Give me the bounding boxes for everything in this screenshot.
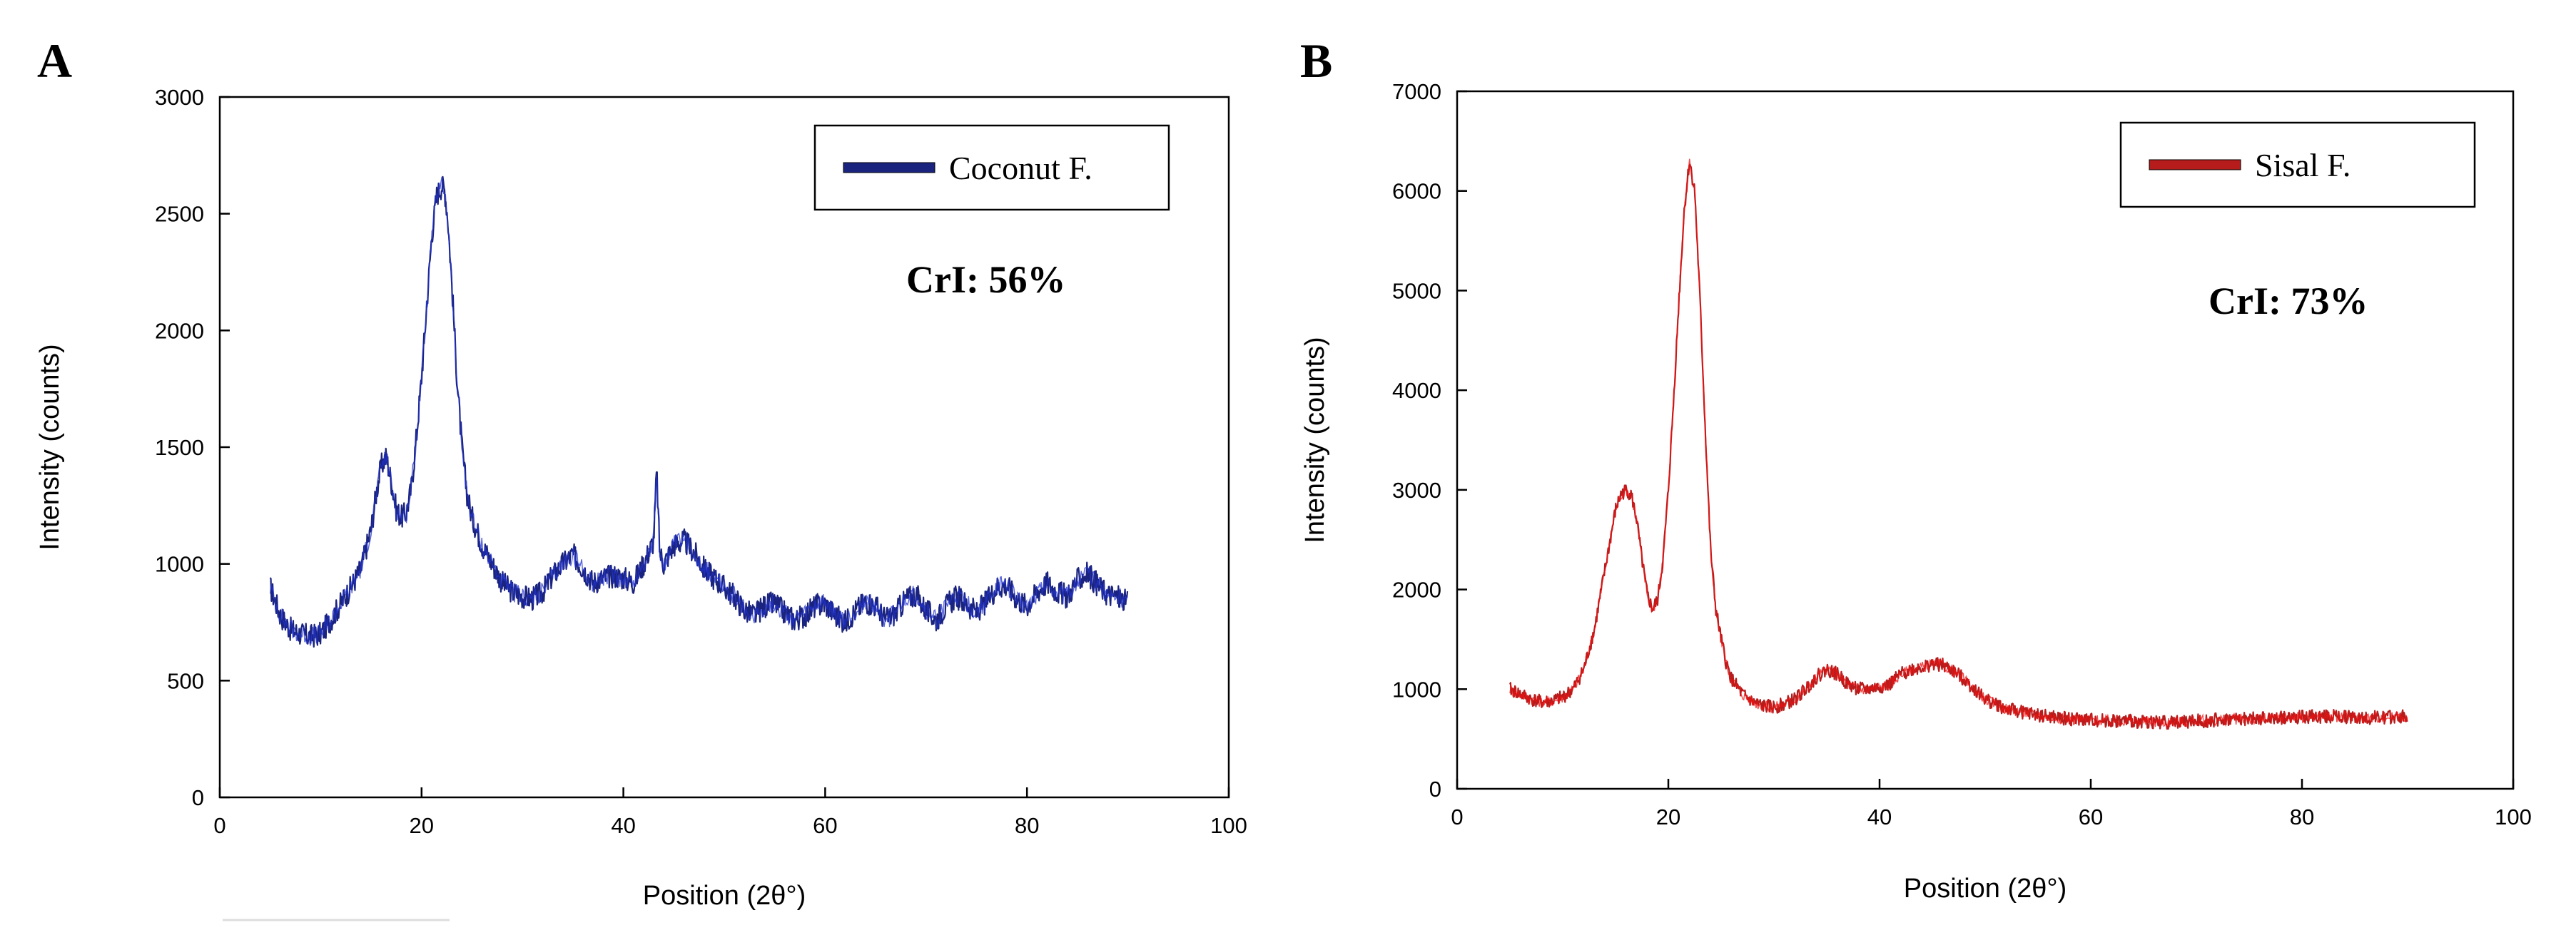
y-tick-label: 500 (167, 668, 204, 693)
x-tick-label: 60 (813, 813, 837, 838)
y-axis-title: Intensity (counts) (35, 344, 65, 550)
x-tick-label: 60 (2079, 804, 2103, 829)
chart-panel-b: B 0 1000 2000 3000 4000 5000 6000 7000 0 20 40 60 80 1… (1300, 34, 2532, 904)
y-tick-label: 7000 (1392, 79, 1441, 104)
x-tick-label: 100 (1210, 813, 1247, 838)
x-tick-label: 20 (1656, 804, 1680, 829)
crystallinity-annotation: CrI: 56% (906, 258, 1065, 301)
x-tick-label: 20 (410, 813, 434, 838)
x-tick-label: 0 (1451, 804, 1463, 829)
plot-frame (1456, 90, 2515, 790)
x-tick-label: 80 (2290, 804, 2314, 829)
y-tick-label: 0 (192, 785, 204, 810)
series-line-coconut-f (269, 175, 1129, 648)
legend-label: Sisal F. (2255, 147, 2351, 183)
x-tick-label: 80 (1015, 813, 1039, 838)
y-tick-label: 6000 (1392, 179, 1441, 204)
chart-panel-a: A 0 500 1000 1500 2000 2500 3000 0 20 40 60 80 100 Pos… (35, 34, 1247, 911)
y-tick-label: 1000 (1392, 677, 1441, 702)
y-tick-label: 1000 (155, 552, 204, 577)
x-tick-label: 40 (611, 813, 635, 838)
y-tick-label: 2000 (155, 318, 204, 343)
y-tick-label: 4000 (1392, 378, 1441, 403)
y-tick-label: 3000 (1392, 478, 1441, 503)
crystallinity-annotation: CrI: 73% (2209, 280, 2368, 322)
y-tick-label: 2000 (1392, 578, 1441, 603)
x-tick-label: 40 (1867, 804, 1892, 829)
legend-swatch (843, 162, 935, 173)
series-line-sisal-f (1508, 163, 2408, 730)
y-tick-label: 1500 (155, 435, 204, 460)
legend-label: Coconut F. (949, 150, 1092, 186)
x-axis-title: Position (2θ°) (1904, 874, 2067, 904)
y-tick-label: 0 (1429, 777, 1441, 802)
series-line-highlight (270, 176, 1128, 646)
y-tick-label: 5000 (1392, 278, 1441, 303)
panel-label: A (37, 34, 72, 88)
y-tick-label: 2500 (155, 202, 204, 227)
legend-swatch (2149, 159, 2241, 170)
x-tick-label: 100 (2495, 804, 2532, 829)
x-tick-label: 0 (213, 813, 225, 838)
y-axis-title: Intensity (counts) (1300, 337, 1330, 543)
y-tick-label: 3000 (155, 85, 204, 110)
panel-label: B (1300, 34, 1332, 88)
series-line-highlight (1509, 158, 2408, 729)
x-axis-title: Position (2θ°) (643, 881, 806, 911)
